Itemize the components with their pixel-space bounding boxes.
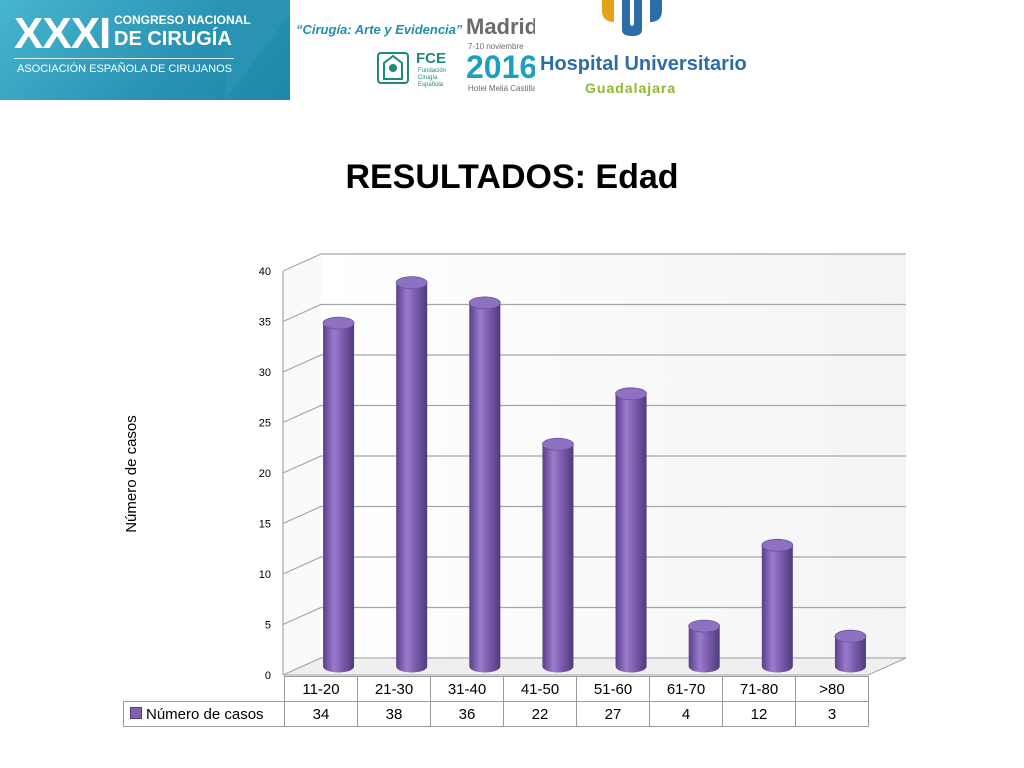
value-label: 3 [795,701,869,727]
congress-motto: “Cirugía: Arte y Evidencia” [296,22,463,37]
gridline [282,455,906,474]
series-row: Número de casos 34 38 36 22 27 4 12 3 [123,701,869,727]
y-tick-label: 0 [265,670,271,682]
category-label: 71-80 [722,676,796,702]
bar [761,538,794,673]
y-tick-label: 5 [265,620,271,632]
banner-slant [225,0,300,100]
congress-line1: CONGRESO NACIONAL [114,13,251,27]
gridline [282,303,906,323]
chart-data-table: 11-20 21-30 31-40 41-50 51-60 61-70 71-80 >80 N… [123,676,869,727]
bar-top [395,276,428,290]
category-label: 61-70 [649,676,723,702]
bar-body [688,626,720,673]
congress-venue: Hotel Meliá Castilla [468,84,537,93]
hospital-logo-panel [535,0,732,100]
bar-top [761,538,794,552]
bar [542,437,574,673]
fce-logo-text: FCE [416,50,446,67]
chart-y-ticks: 0 5 10 15 20 25 30 35 40 [259,266,271,682]
bar-top [322,316,355,330]
value-label: 38 [357,701,431,727]
chart-gridlines [282,253,906,676]
category-row: 11-20 21-30 31-40 41-50 51-60 61-70 71-80 >80 [123,676,869,702]
bar-body [615,393,647,673]
bar [395,276,428,673]
value-label: 22 [503,701,577,727]
congress-number: XXXI [14,9,111,58]
category-label: 41-50 [503,676,577,702]
gridline [282,556,906,575]
bar-body [542,444,574,673]
value-label: 4 [649,701,723,727]
category-label: 31-40 [430,676,504,702]
legend-key-icon [130,706,142,719]
header-banner: XXXI CONGRESO NACIONAL DE CIRUGÍA ASOCIA… [0,0,1024,100]
chart-bars [322,276,867,673]
y-axis-label: Número de casos [123,415,140,533]
gridline [282,505,906,525]
association-name: ASOCIACIÓN ESPAÑOLA DE CIRUJANOS [17,63,232,75]
gridline [282,354,906,373]
bar-top [542,437,574,451]
chart-floor [282,657,907,676]
banner-divider [14,58,234,59]
congress-line2: DE CIRUGÍA [114,28,232,50]
bar-body [834,636,866,673]
hospital-name: Hospital Universitario [540,53,747,75]
fce-subtitle: Fundación Cirugía Española [418,68,447,88]
series-legend-cell: Número de casos [123,701,285,727]
y-tick-label: 35 [259,317,271,329]
category-label: >80 [795,676,869,702]
bar-body [469,302,501,673]
gridline [282,606,906,626]
chart-floor-plane [282,657,907,676]
y-tick-label: 40 [259,266,271,278]
value-label: 34 [284,701,358,727]
category-label: 21-30 [357,676,431,702]
bar [834,629,867,673]
y-tick-label: 10 [259,569,271,581]
value-label: 27 [576,701,650,727]
bar [468,296,501,673]
y-tick-label: 15 [259,519,271,531]
congress-dates: 7-10 noviembre [468,42,524,51]
congress-city: Madrid [466,14,539,39]
bar [322,316,355,673]
bar-top [688,619,721,633]
series-name: Número de casos [146,705,264,723]
congress-info-panel [290,0,535,100]
hospital-city: Guadalajara [585,80,677,96]
bar [615,387,647,673]
bar-body [323,323,355,673]
value-label: 12 [722,701,796,727]
value-label: 36 [430,701,504,727]
bar [688,619,721,673]
y-tick-label: 30 [259,367,271,379]
bar-top [468,296,501,310]
category-label: 11-20 [284,676,358,702]
bar-body [396,282,428,673]
category-label: 51-60 [576,676,650,702]
hospital-logo-icon [602,0,662,36]
slide-title: RESULTADOS: Edad [345,158,679,196]
bar-top [615,387,647,401]
y-tick-label: 20 [259,468,271,480]
table-corner [123,676,285,702]
bar-body [761,545,793,673]
bar-top [834,629,867,643]
gridline [282,253,906,272]
congress-year: 2016 [466,49,538,85]
gridline [282,404,906,424]
fce-seal-icon [377,52,409,84]
y-tick-label: 25 [259,418,271,430]
chart-plot-area [283,254,906,675]
